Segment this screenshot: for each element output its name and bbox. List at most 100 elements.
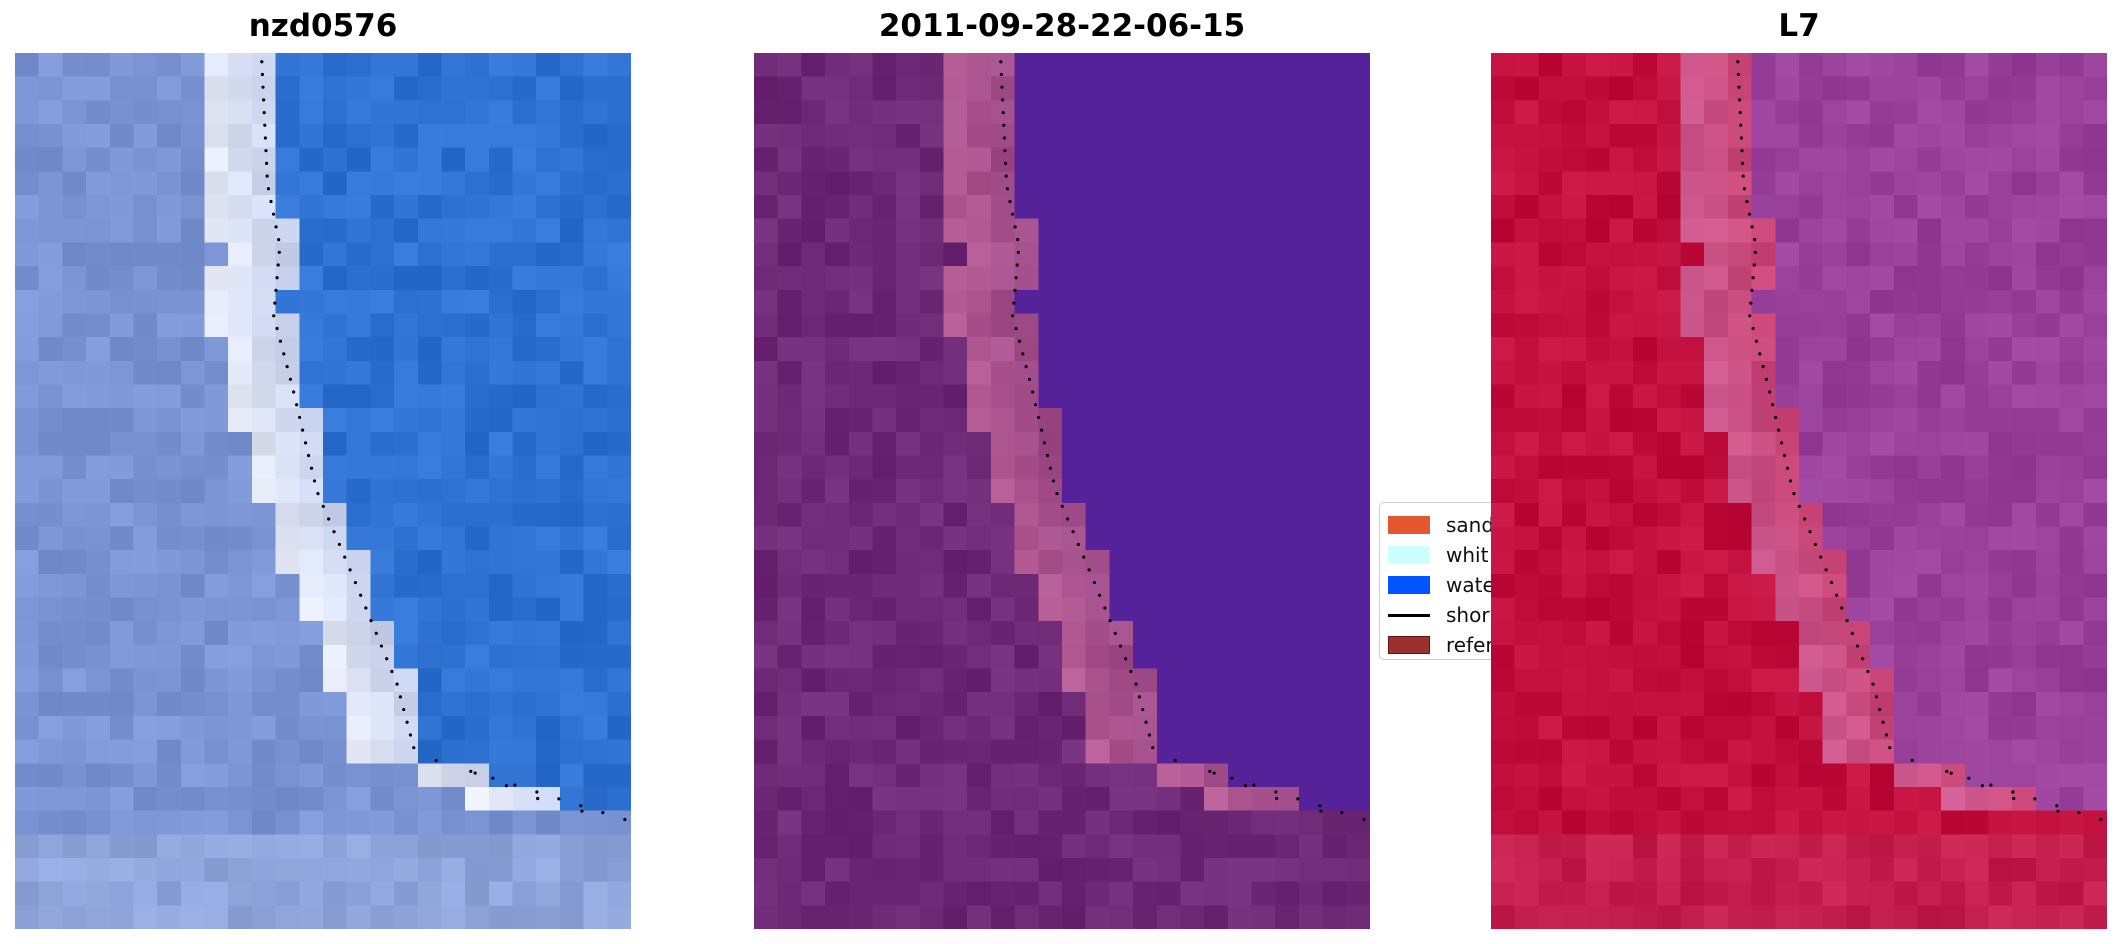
shoreline-point	[1034, 403, 1038, 407]
shoreline-point	[1753, 250, 1757, 254]
shoreline-dots	[999, 60, 1366, 822]
shoreline-point	[1003, 149, 1007, 153]
shoreline-point	[1036, 415, 1041, 420]
shoreline-point	[395, 682, 399, 686]
shoreline-point	[1051, 479, 1056, 483]
shoreline-point	[1230, 776, 1234, 780]
shoreline-point	[263, 123, 267, 127]
shoreline-point	[359, 593, 363, 597]
shoreline-point	[1736, 72, 1741, 77]
shoreline-point	[1745, 199, 1749, 204]
shoreline-point	[2055, 804, 2059, 808]
shoreline-point	[271, 212, 276, 216]
legend-item-reference: refer	[1388, 633, 1494, 657]
shoreline-point	[277, 250, 281, 254]
shoreline-point	[1840, 606, 1844, 610]
legend-item-sand: sand	[1388, 513, 1494, 537]
legend-label: sand	[1446, 513, 1495, 537]
shoreline-point	[513, 783, 517, 787]
shoreline-point	[1060, 504, 1064, 508]
shoreline-point	[1103, 606, 1107, 610]
shoreline-dots	[1736, 60, 2103, 822]
legend-label: refer	[1446, 633, 1494, 657]
shoreline-point	[2077, 811, 2081, 815]
shoreline-point	[1884, 733, 1889, 737]
shoreline-point	[295, 403, 299, 407]
shoreline-point	[402, 707, 406, 712]
shoreline-point	[297, 415, 302, 420]
shoreline-point	[1012, 301, 1016, 305]
shoreline-point	[390, 669, 394, 674]
shoreline-point	[1039, 428, 1044, 432]
shoreline-point	[316, 492, 320, 496]
shoreline-point	[1274, 790, 1278, 794]
shoreline-point	[1045, 453, 1050, 458]
shoreline-point	[1141, 707, 1145, 712]
shoreline-point	[1013, 288, 1017, 292]
shoreline-point	[1004, 174, 1008, 178]
shoreline-point	[1739, 123, 1743, 127]
shoreline-point	[1014, 326, 1018, 331]
shoreline-point	[1173, 758, 1177, 762]
shoreline-point	[1751, 326, 1755, 331]
shoreline-point	[1092, 580, 1097, 585]
shoreline-point	[1048, 466, 1053, 470]
shoreline-point	[1000, 98, 1005, 102]
shoreline-point	[1750, 288, 1754, 292]
shoreline-point	[260, 60, 264, 64]
shoreline-point	[1747, 212, 1752, 216]
shoreline-point	[1829, 580, 1834, 585]
shoreline-point	[1017, 339, 1022, 343]
shoreline-point	[1776, 428, 1781, 432]
shoreline-point	[274, 288, 278, 292]
shoreline-point	[1824, 568, 1828, 572]
shoreline-point	[1989, 783, 1993, 787]
shoreline-point	[2011, 790, 2015, 794]
shoreline-point	[275, 326, 279, 331]
shoreline-point	[1779, 441, 1784, 445]
shoreline-point	[1753, 237, 1757, 242]
shoreline-point	[1945, 769, 1949, 773]
shoreline-point	[1108, 619, 1112, 623]
shoreline-point	[1021, 352, 1025, 356]
shoreline-point	[1797, 504, 1801, 508]
shoreline-point	[1740, 149, 1744, 153]
rgb-image	[15, 53, 631, 929]
shoreline-point	[2012, 796, 2016, 801]
legend-item-water: wate	[1388, 573, 1495, 597]
shoreline-point	[1066, 517, 1070, 521]
shoreline-point	[1742, 187, 1747, 191]
legend-label: whit	[1446, 543, 1489, 567]
shoreline-point	[348, 568, 352, 572]
shoreline-point	[504, 784, 509, 788]
shoreline-point	[2099, 817, 2103, 822]
shoreline-point	[1819, 555, 1823, 559]
shoreline-point	[1741, 174, 1745, 178]
shoreline-point	[263, 136, 267, 140]
shoreline-point	[1754, 339, 1759, 343]
legend-label: shor	[1446, 603, 1490, 627]
shoreline-point	[1000, 85, 1004, 89]
shoreline-point	[272, 314, 276, 318]
shoreline-point	[1813, 542, 1817, 547]
shoreline-point	[1027, 377, 1032, 381]
shoreline-point	[306, 453, 311, 458]
legend-item-shoreline: shor	[1388, 603, 1490, 627]
shoreline-point	[1737, 98, 1742, 102]
shoreline-point	[1015, 263, 1019, 267]
shoreline-point	[1861, 657, 1865, 661]
shoreline-point	[1782, 453, 1787, 458]
shoreline-point	[277, 237, 281, 242]
whitewater-patch	[1388, 546, 1430, 564]
shoreline-point	[1768, 390, 1772, 394]
shoreline-point	[557, 797, 561, 801]
rgb-image-panel	[15, 53, 631, 929]
shoreline-point	[1871, 682, 1875, 686]
shoreline-point	[1003, 161, 1008, 165]
shoreline-point	[1124, 657, 1128, 661]
shoreline-point	[262, 110, 266, 115]
shoreline-point	[282, 352, 286, 356]
shoreline-point	[321, 504, 325, 508]
shoreline-point	[273, 301, 277, 305]
legend-item-whitewater: whit	[1388, 543, 1488, 567]
